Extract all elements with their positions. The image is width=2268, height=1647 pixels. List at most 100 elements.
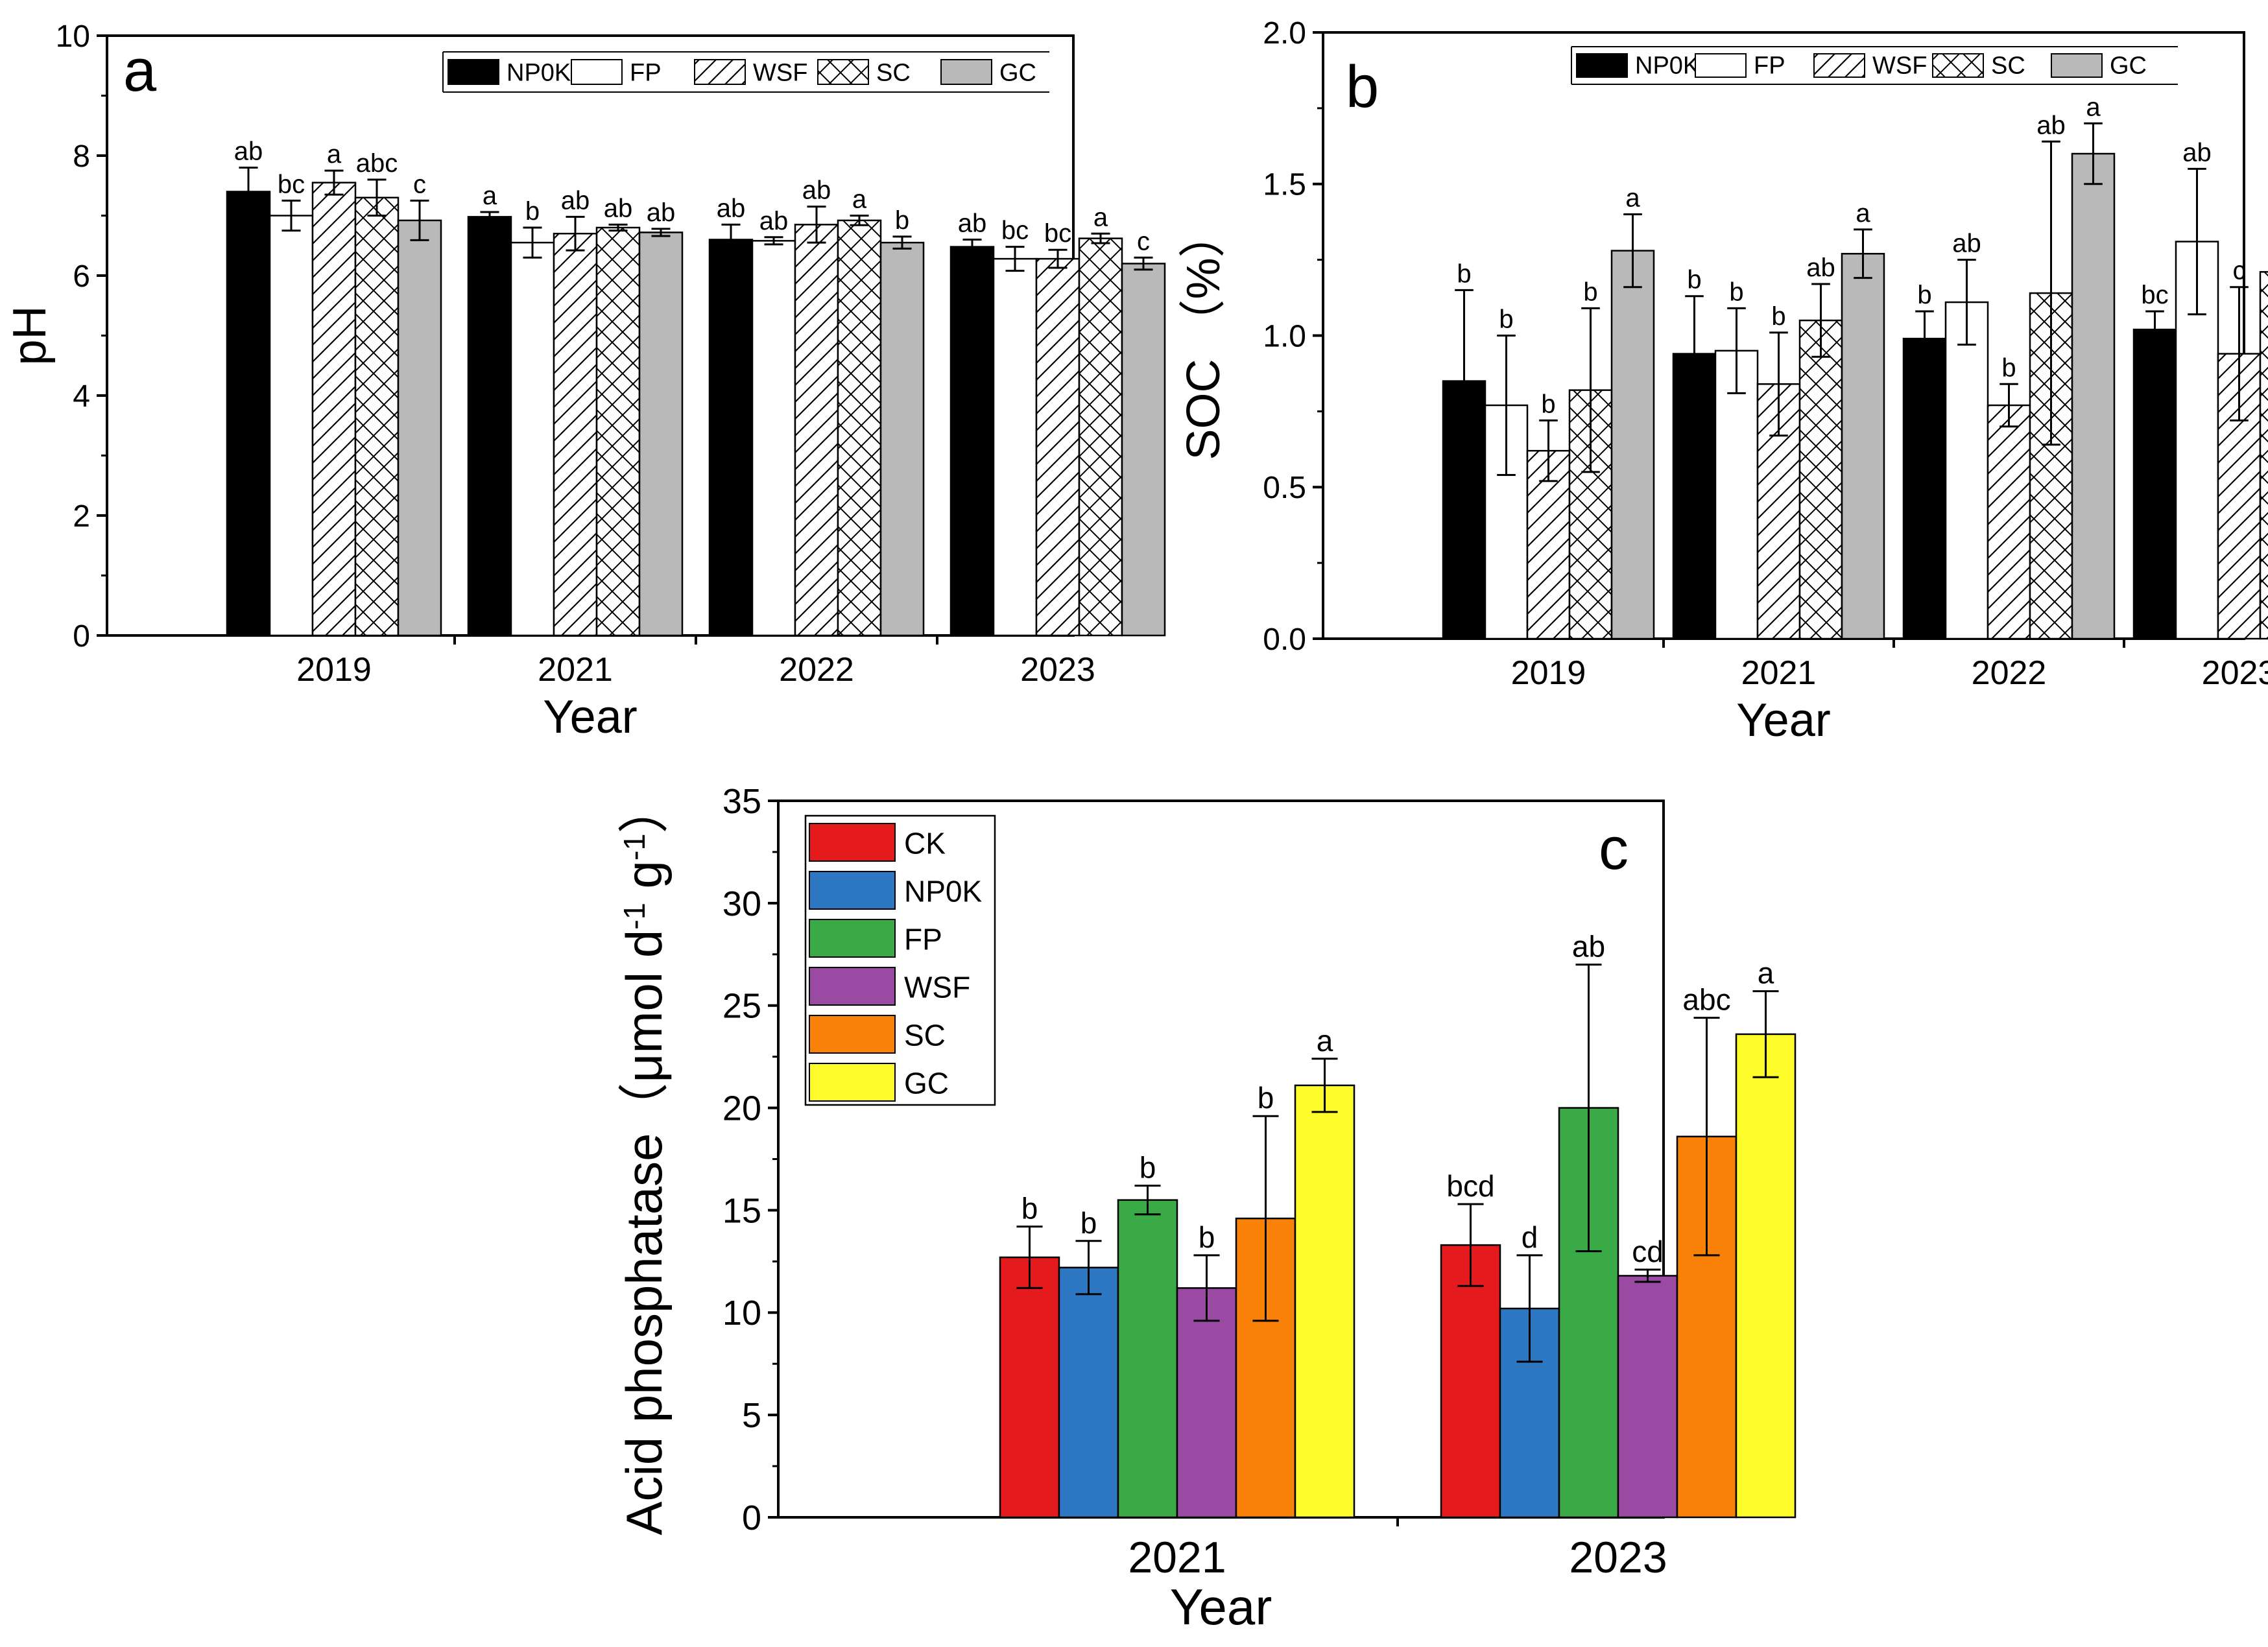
legend-swatch — [571, 59, 623, 85]
significance-letter: ab — [802, 176, 831, 205]
significance-letter: a — [327, 140, 342, 169]
x-tick-label: 2019 — [296, 651, 372, 689]
y-tick-label: 1.5 — [1263, 168, 1306, 202]
significance-letter: b — [2001, 353, 2016, 382]
significance-letter: ab — [759, 207, 789, 235]
bar — [1841, 253, 1885, 640]
y-tick-label: 0.0 — [1263, 622, 1306, 657]
significance-letter: b — [1687, 266, 1701, 294]
y-tick-label: 15 — [722, 1191, 761, 1230]
y-tick-label: 10 — [56, 19, 90, 54]
bar — [1987, 404, 2031, 640]
significance-letter: a — [1856, 199, 1870, 228]
y-tick-label: 4 — [73, 379, 90, 414]
bar — [595, 226, 641, 637]
bar — [510, 241, 555, 637]
bar — [837, 219, 882, 637]
bar — [1440, 1244, 1501, 1519]
legend-swatch — [809, 1015, 896, 1054]
significance-letter: abc — [1682, 983, 1730, 1017]
significance-letter: ab — [2182, 138, 2212, 167]
significance-letter: b — [1258, 1081, 1274, 1115]
bar — [311, 182, 357, 637]
y-tick-label: 8 — [73, 139, 90, 174]
legend: NP0K FP WSF SC GC — [1571, 46, 2178, 85]
panel-label: a — [123, 38, 157, 104]
x-tick-label: 2019 — [1511, 654, 1586, 692]
significance-letter: abc — [356, 149, 398, 178]
legend-label: SC — [876, 59, 911, 86]
bar — [1735, 1033, 1796, 1519]
bar — [638, 231, 684, 637]
y-tick-label: 20 — [722, 1089, 761, 1128]
significance-letter: b — [1771, 302, 1785, 331]
y-tick-label: 35 — [722, 782, 761, 821]
significance-letter: a — [1758, 956, 1774, 990]
y-tick-label: 25 — [722, 987, 761, 1026]
bar — [1176, 1287, 1237, 1519]
y-tick-label: 2 — [73, 499, 90, 534]
legend-swatch — [809, 871, 896, 910]
x-tick-label: 2021 — [538, 651, 613, 689]
bar — [226, 191, 271, 637]
bar — [1058, 1266, 1119, 1519]
significance-letter: bc — [1044, 219, 1071, 248]
bar — [354, 196, 400, 637]
bar — [999, 1256, 1060, 1519]
x-tick-label: 2022 — [779, 651, 854, 689]
significance-letter: ab — [2036, 111, 2066, 139]
significance-letter: c — [413, 170, 426, 198]
significance-letter: b — [1140, 1151, 1156, 1185]
legend-label: WSF — [904, 970, 970, 1004]
bar — [1035, 257, 1080, 637]
bar — [2071, 152, 2116, 640]
legend-label: FP — [1754, 53, 1785, 80]
panel-label: c — [1599, 816, 1629, 882]
bar — [397, 219, 442, 637]
bar — [553, 233, 598, 637]
panel-label: b — [1346, 54, 1379, 120]
significance-letter: a — [1625, 184, 1640, 213]
bar — [879, 241, 925, 637]
legend-swatch — [940, 59, 992, 85]
bar — [751, 240, 796, 637]
legend-swatch — [809, 967, 896, 1006]
significance-letter: b — [1583, 278, 1597, 306]
bar — [467, 216, 512, 637]
bar — [1610, 250, 1655, 640]
bar — [2029, 292, 2073, 640]
legend: NP0K FP WSF SC GC — [442, 51, 1049, 93]
y-tick-label: 1.0 — [1263, 319, 1306, 353]
legend-label: SC — [1991, 53, 2025, 80]
x-axis-title: Year — [543, 691, 637, 743]
y-tick-label: 0 — [73, 619, 90, 654]
significance-letter: ab — [1806, 254, 1835, 282]
legend-box — [804, 814, 996, 1106]
bar — [1714, 350, 1759, 640]
significance-letter: b — [1729, 278, 1743, 306]
significance-letter: cd — [1632, 1235, 1664, 1268]
legend-swatch — [809, 1063, 896, 1102]
legend-label: NP0K — [507, 59, 571, 86]
y-tick-label: 30 — [722, 884, 761, 923]
significance-letter: b — [1499, 305, 1513, 334]
y-tick-label: 6 — [73, 259, 90, 294]
significance-letter: b — [525, 197, 540, 226]
legend-label: WSF — [1872, 53, 1927, 80]
y-tick-label: 5 — [742, 1396, 761, 1435]
legend: CK NP0K FP WSF SC GC — [804, 814, 996, 1106]
legend-label: GC — [999, 59, 1036, 86]
significance-letter: b — [1541, 390, 1555, 418]
bar — [2259, 271, 2268, 640]
bar — [794, 224, 839, 637]
bar — [269, 215, 314, 637]
x-tick-label: 2021 — [1128, 1533, 1226, 1582]
legend-label: NP0K — [904, 874, 982, 908]
x-tick-label: 2021 — [1741, 654, 1817, 692]
significance-letter: ab — [958, 209, 987, 238]
legend-label: GC — [2110, 53, 2147, 80]
x-tick-label: 2023 — [2202, 654, 2268, 692]
significance-letter: ab — [717, 194, 746, 222]
